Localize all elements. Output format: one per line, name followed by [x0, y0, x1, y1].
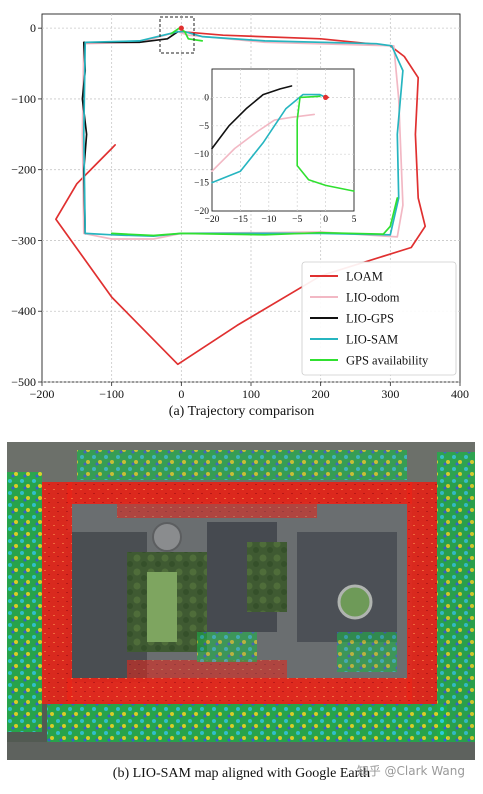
- y-tick-label: −100: [11, 92, 36, 106]
- legend-label-gps-availability: GPS availability: [346, 354, 429, 368]
- x-tick-label: −100: [99, 387, 124, 400]
- axis-ticks: −200 −100 0 100 200 300 4000−100−200−300−400−5…: [11, 21, 469, 400]
- zoom-box: [159, 16, 195, 54]
- legend-label-loam: LOAM: [346, 270, 383, 284]
- series-line-lio-odom: [211, 113, 316, 172]
- series-line-lio-gps: [211, 85, 293, 150]
- y-tick-label: −200: [11, 163, 36, 177]
- y-tick-label: 0: [30, 21, 36, 35]
- y-tick-label: −400: [11, 304, 36, 318]
- inset-y-tick-label: 0: [204, 93, 209, 103]
- inset-y-tick-label: −15: [194, 179, 209, 189]
- figure-a-caption: (a) Trajectory comparison: [168, 404, 315, 419]
- series-line-gps-availability: [110, 197, 399, 237]
- legend-box: [301, 261, 457, 376]
- series-layer: [55, 25, 427, 366]
- legend-label-lio-sam: LIO-SAM: [346, 333, 398, 347]
- inset-x-tick-label: 0: [323, 215, 328, 225]
- series-line-gps-availability: [296, 95, 355, 192]
- x-tick-label: 300: [381, 387, 399, 400]
- y-tick-label: −500: [11, 375, 36, 389]
- inset-x-tick-label: 5: [352, 215, 357, 225]
- watermark: 知乎 @Clark Wang: [356, 764, 465, 778]
- inset-x-tick-label: −10: [261, 215, 276, 225]
- series-line-gps-availability: [170, 27, 204, 42]
- inset-y-tick-label: −10: [194, 150, 209, 160]
- legend-label-lio-gps: LIO-GPS: [346, 312, 394, 326]
- trajectory-figure: −200 −100 0 100 200 300 4000−100−200−300−400−5…: [11, 13, 469, 400]
- inset-x-tick-label: −15: [233, 215, 248, 225]
- inset-y-tick-label: −5: [199, 122, 209, 132]
- legend: LOAM LIO-odom LIO-GPS LIO-SAM GPS availabili…: [301, 261, 457, 376]
- figure-b-caption: (b) LIO-SAM map aligned with Google Eart…: [112, 766, 371, 781]
- endpoint-marker: [323, 94, 329, 100]
- series-line-lio-sam: [211, 93, 327, 184]
- inset-y-tick-label: −20: [194, 207, 209, 217]
- x-tick-label: 400: [451, 387, 469, 400]
- lio-sam-map-aerial-image: [7, 442, 475, 760]
- inset-axis-ticks: −20 −15 −10 −5 0 5 0 −5 −10 −15 −20: [194, 93, 356, 225]
- x-tick-label: 200: [312, 387, 330, 400]
- legend-label-lio-odom: LIO-odom: [346, 291, 400, 305]
- inset-x-tick-label: −5: [292, 215, 302, 225]
- y-tick-label: −300: [11, 233, 36, 247]
- endpoint-marker: [178, 25, 184, 31]
- inset-x-tick-label: −20: [205, 215, 220, 225]
- inset-frame: [211, 68, 355, 212]
- x-tick-label: −200: [30, 387, 55, 400]
- inset-series-layer: [211, 85, 355, 192]
- x-tick-label: 100: [242, 387, 260, 400]
- x-tick-label: 0: [178, 387, 184, 400]
